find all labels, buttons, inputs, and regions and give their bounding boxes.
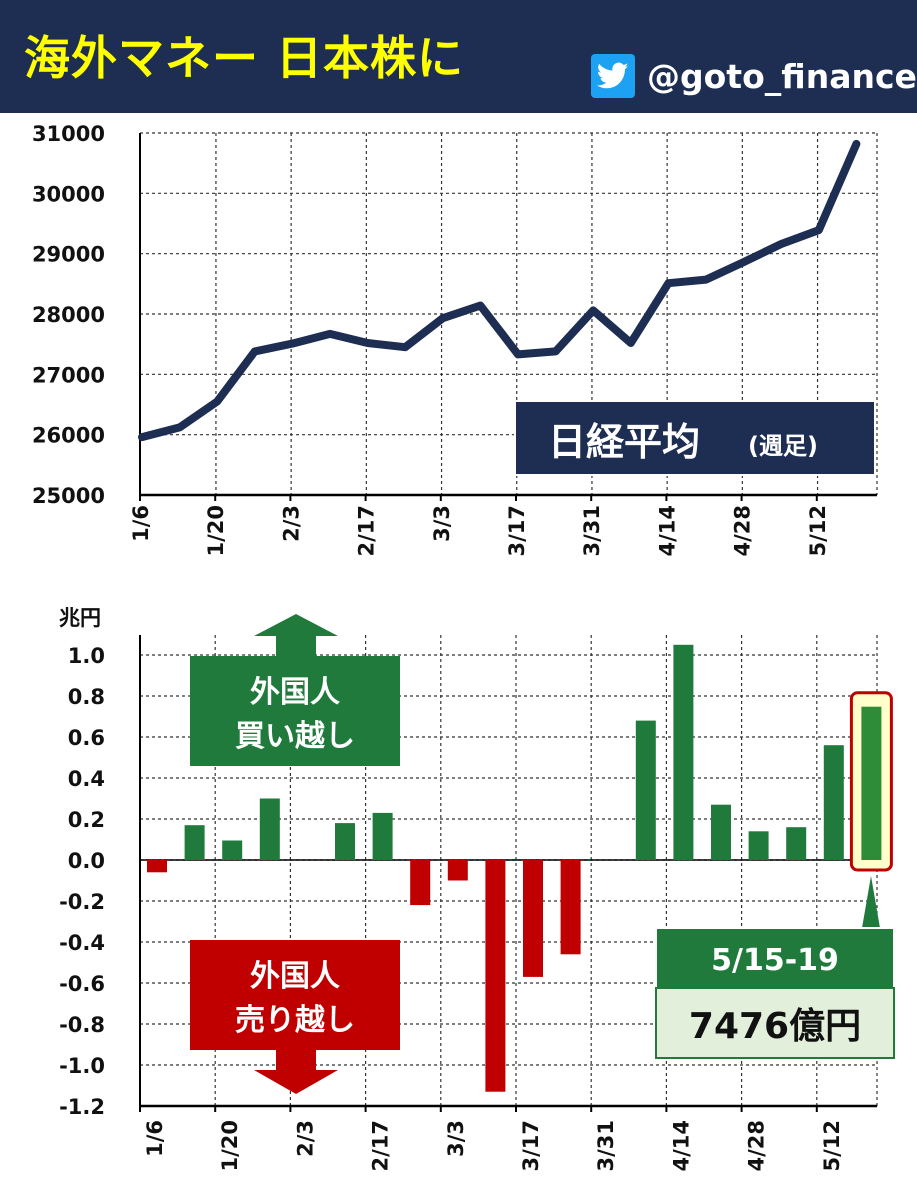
bar-y-tick-label: -1.0 [59,1054,105,1078]
line-x-tick-label: 1/6 [129,505,153,542]
bar-1-20 [222,840,243,860]
sell-label-line1: 外国人 [250,959,340,994]
callout-period: 5/15-19 [711,943,839,978]
bar-x-tick-label: 1/20 [218,1120,242,1172]
line-x-tick-label: 2/17 [355,505,379,557]
bar-4-7 [635,720,656,860]
bar-y-tick-label: 0.8 [68,685,105,709]
line-x-tick-label: 5/12 [806,505,830,557]
line-y-tick-label: 29000 [32,243,105,267]
bar-1-27 [259,798,280,860]
bar-x-tick-label: 1/6 [143,1120,167,1157]
bar-2-10 [335,823,355,860]
bar-x-tick-label: 2/3 [293,1120,317,1157]
line-x-tick-label: 4/14 [655,505,679,557]
bar-y-tick-label: 1.0 [68,644,105,668]
line-x-tick-label: 1/20 [204,505,228,557]
bar-1-6 [147,860,167,873]
line-y-tick-label: 31000 [32,122,105,146]
bar-x-tick-label: 4/28 [745,1120,769,1172]
sell-arrow-callout: 外国人 売り越し [190,940,400,1094]
bar-x-tick-label: 5/12 [820,1120,844,1172]
bar-3-10 [485,860,506,1092]
bar-y-tick-label: 0.2 [68,808,105,832]
bar-4-14 [673,644,694,861]
nikkei-label-box: 日経平均 (週足) [514,400,876,476]
nikkei-label-main: 日経平均 [548,420,700,464]
line-x-tick-label: 3/31 [580,505,604,557]
line-y-tick-label: 28000 [32,303,105,327]
bar-chart-y-axis: 1.0 0.8 0.6 0.4 0.2 0.0 -0.2 -0.4 -0.6 -0.8 -1.0 -1… [59,644,105,1119]
line-chart-y-axis: 25000 26000 27000 28000 29000 30000 31000 [32,122,105,508]
sell-label-line2: 売り越し [235,1003,355,1038]
buy-label-line1: 外国人 [250,675,340,710]
bar-x-tick-label: 3/31 [594,1120,618,1172]
line-x-tick-label: 3/17 [505,505,529,557]
foreign-flow-bar-chart: 兆円 1.0 0.8 0.6 0.4 0.2 0.0 -0.2 -0.4 -0.6 -0.8 -1.… [59,606,895,1172]
twitter-handle-text: @goto_finance [647,56,917,96]
bar-2-24 [410,860,431,906]
bar-series [147,644,882,1092]
bar-5-12 [823,745,844,860]
line-x-tick-label: 2/3 [279,505,303,542]
bar-x-tick-label: 3/3 [444,1120,468,1157]
page-title: 海外マネー 日本株に [24,31,465,85]
bar-y-tick-label: -0.8 [59,1013,105,1037]
bar-unit-label: 兆円 [59,606,101,630]
callout-amount: 7476億円 [689,1006,861,1047]
header-banner: 海外マネー 日本株に @goto_finance [0,0,917,113]
bar-4-28 [748,831,769,860]
bar-y-tick-label: -0.6 [59,972,105,996]
bar-4-21 [711,804,731,860]
line-y-tick-label: 26000 [32,424,105,448]
buy-arrow-callout: 外国人 買い越し [190,614,400,766]
bar-3-3 [447,860,468,881]
line-chart-x-axis: 1/6 1/20 2/3 2/17 3/3 3/17 3/31 4/14 4/28 5/12 [129,495,830,557]
bar-x-tick-label: 4/14 [669,1120,693,1172]
twitter-bird-icon [591,54,635,98]
bar-x-tick-label: 3/17 [519,1120,543,1172]
line-y-tick-label: 30000 [32,182,105,206]
latest-value-callout: 5/15-19 7476億円 [655,876,895,1059]
bar-chart-x-axis: 1/6 1/20 2/3 2/17 3/3 3/17 3/31 4/14 4/28 5/12 [139,1106,844,1172]
line-x-tick-label: 4/28 [731,505,755,557]
bar-3-17 [523,860,543,977]
line-y-tick-label: 27000 [32,363,105,387]
twitter-handle[interactable]: @goto_finance [591,54,917,98]
bar-5-5 [786,827,807,860]
bar-y-tick-label: 0.0 [68,849,105,873]
nikkei-series-line [138,139,861,442]
bar-2-17 [372,812,393,860]
bar-y-tick-label: 0.4 [68,767,105,791]
bar-y-tick-label: 0.6 [68,726,105,750]
line-y-tick-label: 25000 [32,484,105,508]
bar-1-13 [184,825,205,860]
bar-y-tick-label: -0.2 [59,890,105,914]
buy-label-line2: 買い越し [235,719,355,754]
bar-x-tick-label: 2/17 [369,1120,393,1172]
bar-y-tick-label: -0.4 [59,931,105,955]
line-x-tick-label: 3/3 [430,505,454,542]
nikkei-label-sub: (週足) [748,432,818,460]
bar-3-24 [560,860,581,955]
bar-5-19 [861,706,882,860]
bar-y-tick-label: -1.2 [59,1095,105,1119]
